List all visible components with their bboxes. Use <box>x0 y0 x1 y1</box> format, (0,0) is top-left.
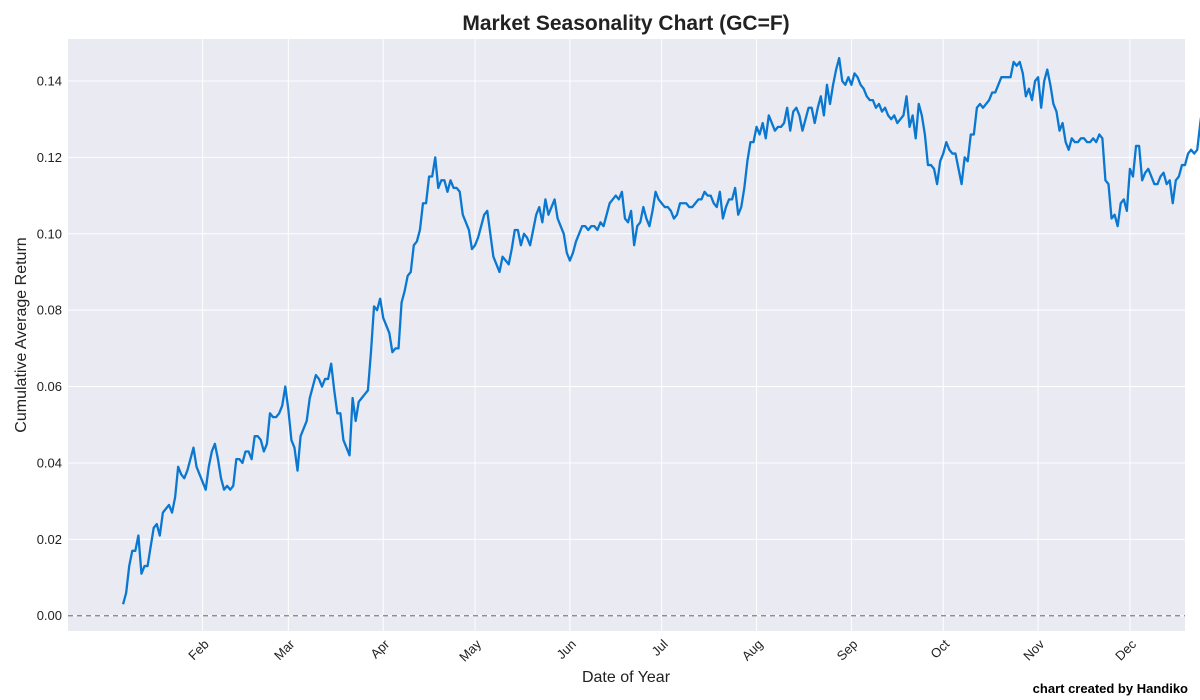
plot-area <box>68 39 1185 631</box>
x-tick-label: Oct <box>927 636 952 661</box>
grid-lines <box>68 39 1185 631</box>
x-tick-label: Sep <box>834 637 861 664</box>
x-tick-label: Dec <box>1112 636 1139 663</box>
y-tick-label: 0.00 <box>37 608 62 623</box>
x-tick-label: Aug <box>739 637 766 664</box>
x-tick-label: Feb <box>185 637 211 663</box>
x-tick-label: Nov <box>1020 636 1047 663</box>
x-tick-label: Mar <box>271 636 298 663</box>
series-line <box>121 56 1200 605</box>
chart-title: Market Seasonality Chart (GC=F) <box>462 12 789 35</box>
y-axis-title: Cumulative Average Return <box>13 237 30 432</box>
x-tick-label: Jun <box>554 637 579 662</box>
y-tick-label: 0.04 <box>37 455 62 470</box>
y-tick-label: 0.14 <box>37 74 62 89</box>
y-tick-label: 0.02 <box>37 532 62 547</box>
y-tick-label: 0.10 <box>37 226 62 241</box>
chart-credit: chart created by Handiko <box>1033 681 1188 696</box>
x-axis-title: Date of Year <box>582 669 671 686</box>
x-tick-label: May <box>456 636 484 664</box>
x-tick-label: Apr <box>367 636 392 661</box>
y-tick-label: 0.06 <box>37 379 62 394</box>
y-tick-label: 0.08 <box>37 303 62 318</box>
x-tick-label: Jul <box>648 636 670 658</box>
y-tick-label: 0.12 <box>37 150 62 165</box>
